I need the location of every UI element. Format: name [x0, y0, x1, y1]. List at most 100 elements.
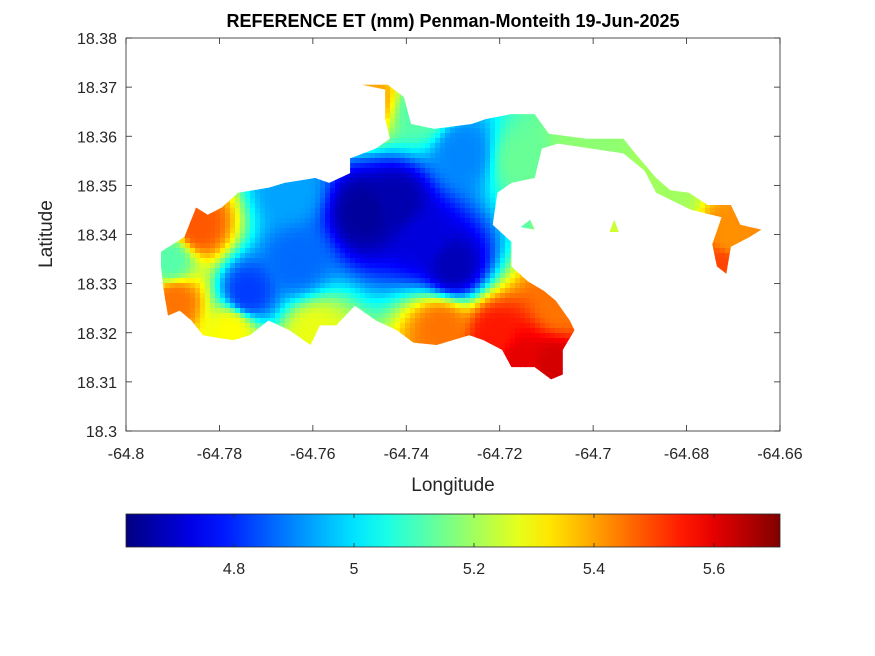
heatmap-cell	[240, 278, 246, 284]
heatmap-cell	[265, 218, 271, 224]
heatmap-cell	[725, 243, 731, 249]
heatmap-cell	[420, 143, 426, 149]
heatmap-cell	[420, 133, 426, 139]
heatmap-cell	[500, 248, 506, 254]
heatmap-cell	[235, 248, 241, 254]
heatmap-cell	[210, 253, 216, 259]
heatmap-cell	[215, 218, 221, 224]
heatmap-cell	[530, 168, 536, 174]
heatmap-cell	[380, 84, 386, 89]
heatmap-cell	[395, 108, 401, 114]
heatmap-cell	[475, 238, 481, 244]
heatmap-cell	[285, 203, 291, 209]
heatmap-cell	[425, 203, 431, 209]
heatmap-cell	[510, 123, 516, 129]
heatmap-cell	[330, 233, 336, 239]
heatmap-cell	[520, 148, 526, 154]
heatmap-cell	[410, 243, 416, 249]
heatmap-cell	[295, 218, 301, 224]
heatmap-cell	[420, 183, 426, 189]
heatmap-cell	[430, 198, 436, 204]
heatmap-cell	[470, 188, 476, 194]
heatmap-cell	[400, 243, 406, 249]
heatmap-cell	[295, 208, 301, 214]
heatmap-cell	[530, 128, 536, 134]
heatmap-cell	[310, 243, 316, 249]
heatmap-cell	[390, 113, 396, 119]
heatmap-cell	[420, 173, 426, 179]
heatmap-cell	[370, 178, 376, 184]
heatmap-cell	[470, 143, 476, 149]
heatmap-cell	[400, 128, 406, 134]
heatmap-cell	[670, 193, 676, 199]
heatmap-cell	[475, 253, 481, 259]
heatmap-cell	[475, 148, 481, 154]
heatmap-cell	[485, 168, 491, 174]
heatmap-cell	[570, 138, 576, 144]
heatmap-cell	[230, 223, 236, 229]
heatmap-cell	[255, 233, 261, 239]
heatmap-cell	[375, 148, 381, 154]
heatmap-cell	[415, 138, 421, 144]
heatmap-cell	[410, 208, 416, 214]
heatmap-cell	[280, 233, 286, 239]
heatmap-cell	[415, 238, 421, 244]
heatmap-cell	[485, 243, 491, 249]
heatmap-cell	[360, 263, 366, 269]
heatmap-cell	[735, 233, 741, 239]
heatmap-cell	[225, 218, 231, 224]
heatmap-cell	[300, 233, 306, 239]
heatmap-cell	[430, 183, 436, 189]
heatmap-cell	[410, 153, 416, 159]
heatmap-cell	[490, 258, 496, 264]
heatmap-cell	[245, 203, 251, 209]
heatmap-cell	[395, 98, 401, 104]
heatmap-cell	[460, 158, 466, 164]
heatmap-cell	[330, 253, 336, 259]
heatmap-cell	[165, 278, 171, 284]
heatmap-cell	[475, 268, 481, 274]
heatmap-cell	[495, 123, 501, 129]
heatmap-cell	[305, 178, 311, 184]
heatmap-cell	[295, 203, 301, 209]
heatmap-cell	[265, 248, 271, 254]
heatmap-cell	[290, 263, 296, 269]
heatmap-cell	[165, 263, 171, 269]
heatmap-cell	[340, 198, 346, 204]
heatmap-cell	[345, 218, 351, 224]
heatmap-cell	[445, 143, 451, 149]
heatmap-cell	[405, 253, 411, 259]
heatmap-cell	[475, 273, 481, 279]
heatmap-cell	[470, 178, 476, 184]
heatmap-cell	[345, 203, 351, 209]
heatmap-cell	[310, 263, 316, 269]
heatmap-cell	[445, 193, 451, 199]
heatmap-cell	[370, 223, 376, 229]
heatmap-cell	[215, 243, 221, 249]
heatmap-cell	[725, 218, 731, 224]
heatmap-cell	[470, 228, 476, 234]
heatmap-cell	[210, 248, 216, 254]
heatmap-cell	[340, 188, 346, 194]
heatmap-cell	[390, 143, 396, 149]
heatmap-cell	[195, 268, 201, 274]
heatmap-cell	[355, 173, 361, 179]
heatmap-cell	[450, 193, 456, 199]
heatmap-cell	[235, 233, 241, 239]
heatmap-cell	[460, 203, 466, 209]
heatmap-cell	[475, 158, 481, 164]
heatmap-cell	[460, 243, 466, 249]
heatmap-cell	[720, 208, 726, 214]
heatmap-cell	[660, 193, 666, 199]
heatmap-cell	[520, 113, 526, 119]
heatmap-cell	[185, 248, 191, 254]
heatmap-cell	[360, 238, 366, 244]
heatmap-cell	[265, 213, 271, 219]
heatmap-cell	[505, 258, 511, 264]
heatmap-cell	[445, 213, 451, 219]
heatmap-cell	[410, 163, 416, 169]
heatmap-cell	[505, 168, 511, 174]
heatmap-cell	[560, 138, 566, 144]
heatmap-cell	[405, 178, 411, 184]
heatmap-cell	[185, 268, 191, 274]
